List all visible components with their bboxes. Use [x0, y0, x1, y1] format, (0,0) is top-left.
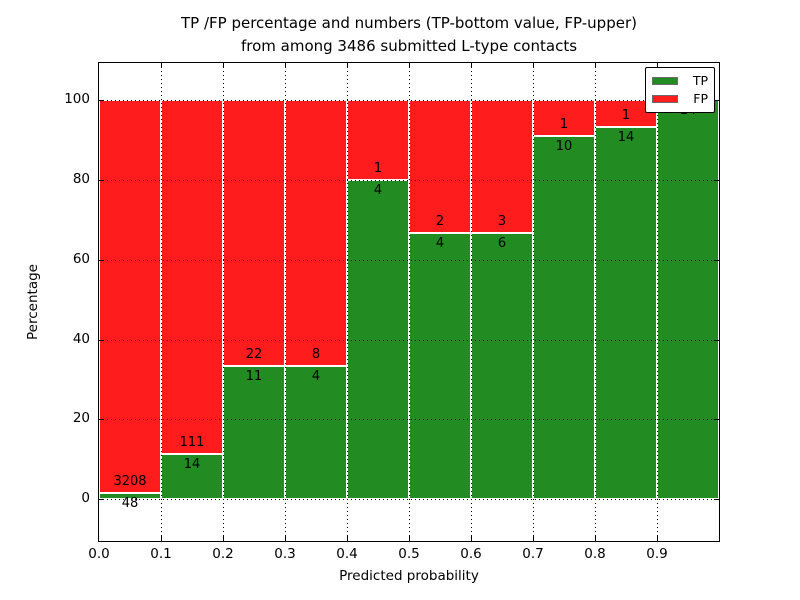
fp-bar-segment: [161, 100, 223, 455]
x-tick-label: 0.2: [212, 546, 234, 562]
x-tick-mark: [471, 63, 472, 68]
fp-legend-label: FP: [693, 91, 708, 106]
tp-count-label: 11: [245, 369, 263, 385]
chart-title-line1: TP /FP percentage and numbers (TP-bottom…: [181, 14, 637, 32]
y-tick-mark: [99, 259, 104, 261]
x-tick-mark: [161, 63, 162, 68]
x-tick-mark: [161, 536, 162, 541]
tp-bar-segment: [595, 126, 657, 500]
fp-count-label: 8: [311, 347, 321, 363]
y-tick-label: 20: [72, 410, 90, 427]
plot-area: 3208481111422118414243611011414: [98, 62, 720, 542]
legend-row-fp: FP: [652, 92, 708, 106]
x-tick-mark: [595, 63, 596, 68]
fp-count-label: 1: [559, 117, 569, 133]
y-tick-label: 80: [72, 170, 90, 187]
y-axis-label: Percentage: [25, 264, 41, 340]
tp-count-label: 10: [555, 139, 573, 155]
x-tick-mark: [223, 536, 224, 541]
y-tick-mark: [714, 499, 719, 501]
tp-count-label: 4: [373, 182, 383, 198]
x-tick-mark: [595, 536, 596, 541]
tp-bar-segment: [471, 233, 533, 500]
y-tick-mark: [714, 419, 719, 421]
x-tick-mark: [347, 63, 348, 68]
tp-legend-swatch-icon: [652, 77, 678, 85]
v-gridline: [223, 63, 224, 541]
tp-bar-segment: [99, 493, 161, 500]
y-tick-mark: [99, 179, 104, 181]
x-tick-label: 0.4: [336, 546, 358, 562]
v-gridline: [409, 63, 410, 541]
tp-bar-segment: [161, 454, 223, 500]
fp-bar-segment: [99, 100, 161, 494]
v-gridline: [285, 63, 286, 541]
y-tick-mark: [99, 339, 104, 341]
x-tick-mark: [285, 63, 286, 68]
v-gridline: [595, 63, 596, 541]
y-tick-mark: [99, 499, 104, 501]
x-axis-label: Predicted probability: [339, 568, 479, 584]
tp-count-label: 4: [311, 369, 321, 385]
x-tick-mark: [347, 536, 348, 541]
legend: TP FP: [645, 67, 715, 113]
tp-legend-label: TP: [692, 73, 708, 88]
tp-bar-segment: [533, 136, 595, 500]
tp-bar-segment: [409, 233, 471, 500]
tp-bar-segment: [657, 100, 719, 500]
fp-bar-segment: [347, 100, 409, 180]
tp-count-label: 4: [435, 236, 445, 252]
x-tick-label: 0.9: [646, 546, 668, 562]
v-gridline: [347, 63, 348, 541]
fp-count-label: 111: [179, 435, 205, 451]
x-tick-mark: [471, 536, 472, 541]
y-tick-label: 100: [64, 91, 90, 108]
y-tick-mark: [714, 339, 719, 341]
y-tick-label: 60: [72, 250, 90, 267]
tp-bar-segment: [285, 366, 347, 500]
tp-count-label: 6: [497, 236, 507, 252]
chart-title-line2: from among 3486 submitted L-type contact…: [240, 37, 578, 55]
x-tick-mark: [285, 536, 286, 541]
tp-count-label: 14: [617, 129, 635, 145]
y-tick-label: 0: [81, 490, 90, 507]
x-tick-label: 0.7: [522, 546, 544, 562]
x-tick-mark: [223, 63, 224, 68]
x-tick-label: 0.1: [150, 546, 172, 562]
x-tick-mark: [409, 63, 410, 68]
tp-count-label: 14: [183, 457, 201, 473]
tp-bar-segment: [223, 366, 285, 500]
y-tick-label: 40: [72, 330, 90, 347]
fp-count-label: 22: [245, 347, 263, 363]
x-tick-mark: [409, 536, 410, 541]
fp-count-label: 1: [621, 107, 631, 123]
x-tick-label: 0.5: [398, 546, 420, 562]
v-gridline: [161, 63, 162, 541]
y-tick-mark: [714, 259, 719, 261]
y-tick-mark: [714, 179, 719, 181]
x-tick-mark: [533, 63, 534, 68]
x-tick-label: 0.3: [274, 546, 296, 562]
legend-row-tp: TP: [652, 74, 708, 88]
fp-legend-swatch-icon: [652, 95, 678, 103]
x-tick-mark: [657, 63, 658, 68]
v-gridline: [533, 63, 534, 541]
x-tick-mark: [657, 536, 658, 541]
x-tick-label: 0.0: [88, 546, 110, 562]
fp-count-label: 2: [435, 214, 445, 230]
y-tick-mark: [714, 100, 719, 102]
v-gridline: [471, 63, 472, 541]
fp-count-label: 3208: [113, 474, 147, 490]
fp-bar-segment: [223, 100, 285, 367]
x-tick-label: 0.6: [460, 546, 482, 562]
fp-bar-segment: [285, 100, 347, 367]
v-gridline: [657, 63, 658, 541]
y-tick-mark: [99, 419, 104, 421]
fp-count-label: 3: [497, 214, 507, 230]
fp-count-label: 1: [373, 160, 383, 176]
x-tick-mark: [533, 536, 534, 541]
x-tick-label: 0.8: [584, 546, 606, 562]
y-tick-mark: [99, 100, 104, 102]
